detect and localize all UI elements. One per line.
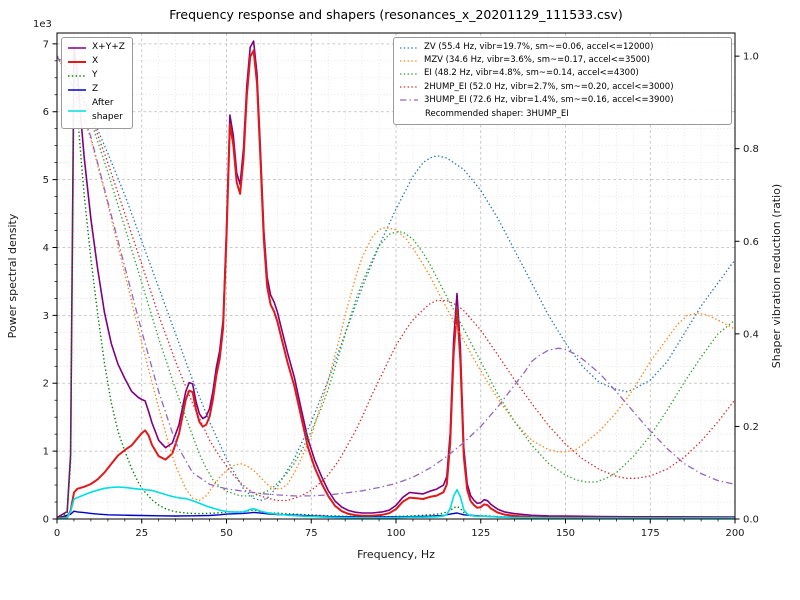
y-right-axis-label: Shaper vibration reduction (ratio)	[770, 184, 783, 368]
legend-label: Y	[92, 69, 98, 80]
x-tick-label: 125	[471, 528, 490, 539]
y-right-tick-label: 0.6	[743, 237, 759, 248]
y-left-tick-label: 0	[43, 515, 49, 526]
legend-label: ZV (55.4 Hz, vibr=19.7%, sm~=0.06, accel…	[424, 42, 654, 52]
series-3hump-ei	[57, 55, 735, 497]
y-right-tick-label: 0.2	[743, 422, 759, 433]
legend-entry: 3HUMP_EI (72.6 Hz, vibr=1.4%, sm~=0.16, …	[399, 94, 724, 107]
legend-footer: Recommended shaper: 3HUMP_EI	[425, 108, 569, 119]
y-right-tick-label: 0.8	[743, 144, 759, 155]
legend-line-sample	[68, 47, 86, 49]
legend-line-sample	[400, 60, 418, 62]
legend-entry: MZV (34.6 Hz, vibr=3.6%, sm~=0.17, accel…	[399, 54, 724, 67]
legend-label: Z	[92, 83, 99, 94]
y-left-tick-label: 3	[43, 311, 49, 322]
legend-line-sample	[68, 89, 86, 91]
legend-line-sample	[400, 73, 418, 75]
legend-label: 2HUMP_EI (52.0 Hz, vibr=2.7%, sm~=0.20, …	[424, 81, 674, 92]
x-axis-label: Frequency, Hz	[357, 548, 435, 561]
y-left-tick-label: 7	[43, 39, 49, 50]
y-left-axis-label: Power spectral density	[6, 213, 19, 338]
y-left-offset-label: 1e3	[33, 19, 52, 30]
legend-psd: X+Y+Z X Y Z After shaper	[61, 37, 133, 129]
x-tick-label: 50	[220, 528, 233, 539]
legend-entry: Y	[67, 69, 125, 83]
series-mzv	[57, 55, 735, 502]
legend-entry: X	[67, 55, 125, 69]
series-x-y-z	[57, 40, 735, 519]
legend-label: X+Y+Z	[92, 42, 125, 52]
y-left-tick-label: 1	[43, 447, 49, 458]
y-right-tick-label: 0.0	[743, 515, 759, 526]
legend-line-sample	[400, 99, 418, 101]
x-tick-label: 200	[725, 528, 744, 539]
x-tick-label: 0	[54, 528, 60, 539]
axes: 0 25 50 75 100 125 150 175 200 0 1 2 3 4 5 6 7 0.0 0.2 0.4 0…	[6, 19, 783, 561]
legend-shapers: ZV (55.4 Hz, vibr=19.7%, sm~=0.06, accel…	[393, 37, 732, 126]
legend-label: EI (48.2 Hz, vibr=4.8%, sm~=0.14, accel<…	[424, 68, 639, 79]
legend-entry: X+Y+Z	[67, 41, 125, 55]
legend-entry: EI (48.2 Hz, vibr=4.8%, sm~=0.14, accel<…	[399, 67, 724, 80]
y-right-tick-label: 0.4	[743, 329, 759, 340]
legend-line-sample	[68, 109, 86, 112]
legend-label: X	[92, 55, 99, 66]
legend-line-sample	[400, 46, 418, 49]
x-tick-label: 25	[135, 528, 148, 539]
y-left-tick-label: 6	[43, 107, 49, 118]
legend-label: 3HUMP_EI (72.6 Hz, vibr=1.4%, sm~=0.16, …	[424, 94, 674, 105]
legend-entry: After shaper	[67, 97, 125, 125]
x-tick-label: 175	[641, 528, 660, 539]
legend-line-sample	[68, 75, 86, 77]
legend-label: After shaper	[92, 97, 123, 122]
x-tick-label: 150	[556, 528, 575, 539]
y-left-tick-label: 4	[43, 243, 49, 254]
legend-entry: 2HUMP_EI (52.0 Hz, vibr=2.7%, sm~=0.20, …	[399, 81, 724, 94]
legend-line-sample	[400, 86, 418, 88]
x-tick-label: 75	[305, 528, 318, 539]
legend-entry: Z	[67, 83, 125, 97]
series-zv	[57, 55, 735, 502]
chart-title: Frequency response and shapers (resonanc…	[169, 7, 623, 22]
x-tick-label: 100	[386, 528, 405, 539]
legend-line-sample	[68, 60, 86, 63]
legend-entry: ZV (55.4 Hz, vibr=19.7%, sm~=0.06, accel…	[399, 41, 724, 54]
series-layer	[57, 40, 735, 519]
y-left-tick-label: 2	[43, 379, 49, 390]
y-right-tick-label: 1.0	[743, 52, 759, 63]
y-left-tick-label: 5	[43, 175, 49, 186]
series-after-shaper	[57, 486, 735, 519]
series-x	[57, 49, 735, 519]
legend-label: MZV (34.6 Hz, vibr=3.6%, sm~=0.17, accel…	[424, 55, 650, 66]
